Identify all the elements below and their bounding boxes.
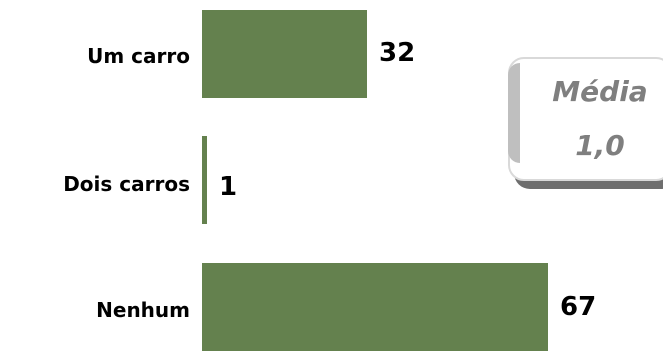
category-label-um-carro: Um carro xyxy=(87,44,190,68)
value-label-um-carro: 32 xyxy=(379,38,416,68)
category-label-nenhum: Nenhum xyxy=(96,298,190,322)
bar-dois-carros xyxy=(202,136,207,224)
mean-value: 1,0 xyxy=(575,129,625,162)
mean-title: Média xyxy=(552,75,648,108)
category-label-dois-carros: Dois carros xyxy=(63,172,190,196)
bar-nenhum xyxy=(202,263,548,351)
value-label-nenhum: 67 xyxy=(560,292,597,322)
mean-box: Média 1,0 xyxy=(508,57,663,181)
bar-um-carro xyxy=(202,10,367,98)
mean-box-bevel xyxy=(508,63,520,163)
value-label-dois-carros: 1 xyxy=(219,172,238,202)
